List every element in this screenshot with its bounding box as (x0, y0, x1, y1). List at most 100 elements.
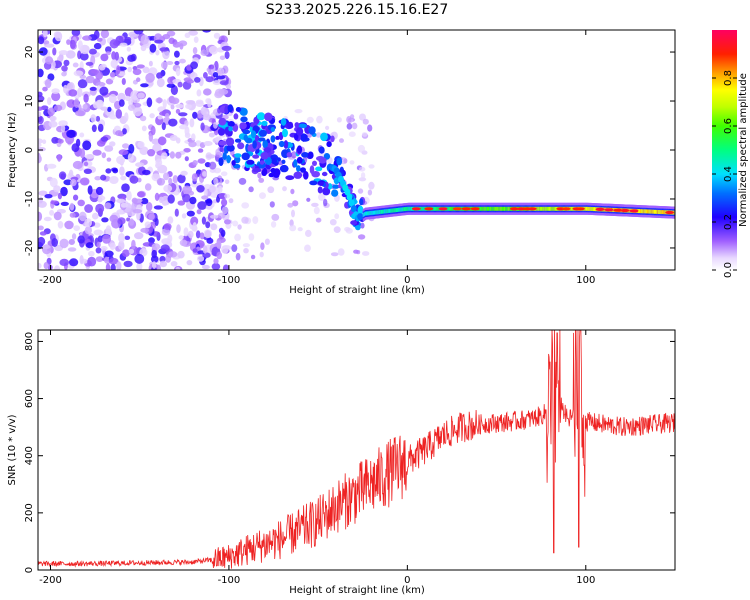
spectrogram-cell (178, 235, 184, 240)
spectrogram-cell (201, 195, 209, 200)
y-tick-label: 400 (24, 446, 35, 465)
spectrogram-cell (307, 151, 314, 159)
spectrogram-cell (333, 226, 341, 234)
spectrogram-cell (135, 162, 145, 168)
spectrogram-cell (217, 127, 225, 136)
spectrogram-cell (179, 43, 184, 50)
spectrogram-cell (70, 179, 77, 187)
spectrogram-peak (620, 208, 630, 213)
spectrogram-cell (110, 263, 116, 270)
spectrogram-cell (149, 113, 155, 119)
spectrogram-cell (57, 138, 64, 144)
spectrogram-cell (73, 225, 81, 232)
spectrogram-cell (205, 221, 211, 229)
spectrogram-cell (130, 90, 140, 100)
spectrogram-cell (357, 205, 364, 215)
spectrogram-cell (43, 40, 50, 45)
spectrogram-cell (166, 83, 176, 88)
spectrogram-cell (190, 61, 199, 70)
spectrogram-cell (258, 177, 265, 183)
spectrogram-cell (38, 68, 44, 78)
spectrogram-cell (203, 88, 212, 96)
spectrogram-cell (127, 104, 136, 111)
spectrogram-cell (297, 227, 303, 232)
spectrogram-cell (92, 212, 99, 220)
spectrogram-cell (327, 183, 333, 190)
spectrogram-cell (203, 72, 208, 79)
spectrogram-cell (224, 193, 231, 199)
spectrogram-cell (68, 239, 76, 245)
spectrogram-cell (150, 125, 156, 136)
spectrogram-cell (226, 155, 231, 164)
spectrogram-cell (146, 202, 153, 212)
spectrogram-peak (470, 207, 480, 211)
spectrogram-cell (241, 216, 249, 224)
spectrogram-cell (84, 218, 92, 228)
spectrogram-cell (100, 106, 108, 111)
spectrogram-cell (131, 239, 136, 250)
spectrogram-cell (234, 138, 242, 143)
spectrogram-cell (178, 112, 188, 117)
spectrogram-cell (300, 167, 306, 173)
spectrogram-cell (104, 250, 114, 258)
spectrogram-cell (202, 30, 211, 33)
spectrogram-cell (170, 261, 178, 267)
spectrogram-cell (317, 186, 323, 194)
spectrogram-cell (329, 219, 337, 226)
spectrogram-cell (167, 216, 174, 224)
spectrogram-cell (312, 160, 317, 166)
spectrogram-cell (79, 148, 86, 159)
spectrogram-cell (140, 83, 149, 88)
spectrogram-cell (133, 106, 143, 117)
spectrogram-cell (202, 113, 211, 121)
spectrogram-cell (270, 135, 276, 143)
spectrogram-peak (461, 207, 471, 211)
spectrogram-cell (192, 222, 197, 231)
spectrogram-cell (71, 143, 80, 153)
spectrogram-cell (196, 185, 205, 193)
colorbar-tick-label: 0.0 (723, 262, 734, 278)
spectrogram-cell (96, 99, 104, 108)
spectrogram-cell (155, 49, 160, 56)
spectrogram-y-ticks: -20 -10 0 10 20 (24, 46, 675, 256)
spectrogram-cell (278, 140, 285, 148)
spectrogram-cell (339, 138, 344, 143)
spectrogram-cell (222, 152, 227, 161)
spectrogram-cell (169, 134, 178, 141)
spectrogram-cell (132, 102, 142, 108)
spectrogram-cell (68, 169, 74, 178)
spectrogram-cell (184, 132, 191, 139)
spectrogram-cell (188, 30, 199, 36)
spectrogram-cell (184, 32, 191, 38)
spectrogram-cell (162, 200, 168, 206)
spectrogram-cell (93, 229, 104, 236)
spectrogram-cell (108, 114, 118, 120)
spectrogram-cell (192, 111, 198, 119)
spectrogram-cell (199, 232, 205, 240)
spectrogram-cell (45, 43, 55, 48)
spectrogram-cell (109, 71, 116, 78)
spectrogram-cell (275, 135, 280, 140)
spectrogram-cell (209, 214, 219, 219)
spectrogram-cell (120, 202, 128, 208)
spectrogram-cell (51, 91, 61, 102)
spectrogram-cell (298, 123, 307, 129)
spectrogram-cell (209, 45, 218, 55)
spectrogram-cell (264, 112, 273, 122)
spectrogram-cell (69, 258, 79, 267)
spectrogram-cell (321, 171, 328, 177)
spectrogram-cell (213, 32, 221, 39)
spectrogram-peak (509, 207, 519, 211)
spectrogram-cell (154, 39, 164, 44)
spectrogram-cell (42, 139, 47, 144)
spectrogram-cell (330, 135, 335, 143)
spectrogram-cell (168, 177, 173, 185)
x-tick-label: -200 (39, 275, 62, 286)
spectrogram-cell (306, 197, 311, 202)
spectrogram-cell (213, 122, 218, 129)
spectrogram-cell (60, 186, 68, 197)
spectrogram-cell (217, 212, 226, 219)
spectrogram-cell (38, 153, 41, 163)
spectrogram-cell (261, 120, 268, 126)
spectrogram-cell (258, 129, 267, 137)
